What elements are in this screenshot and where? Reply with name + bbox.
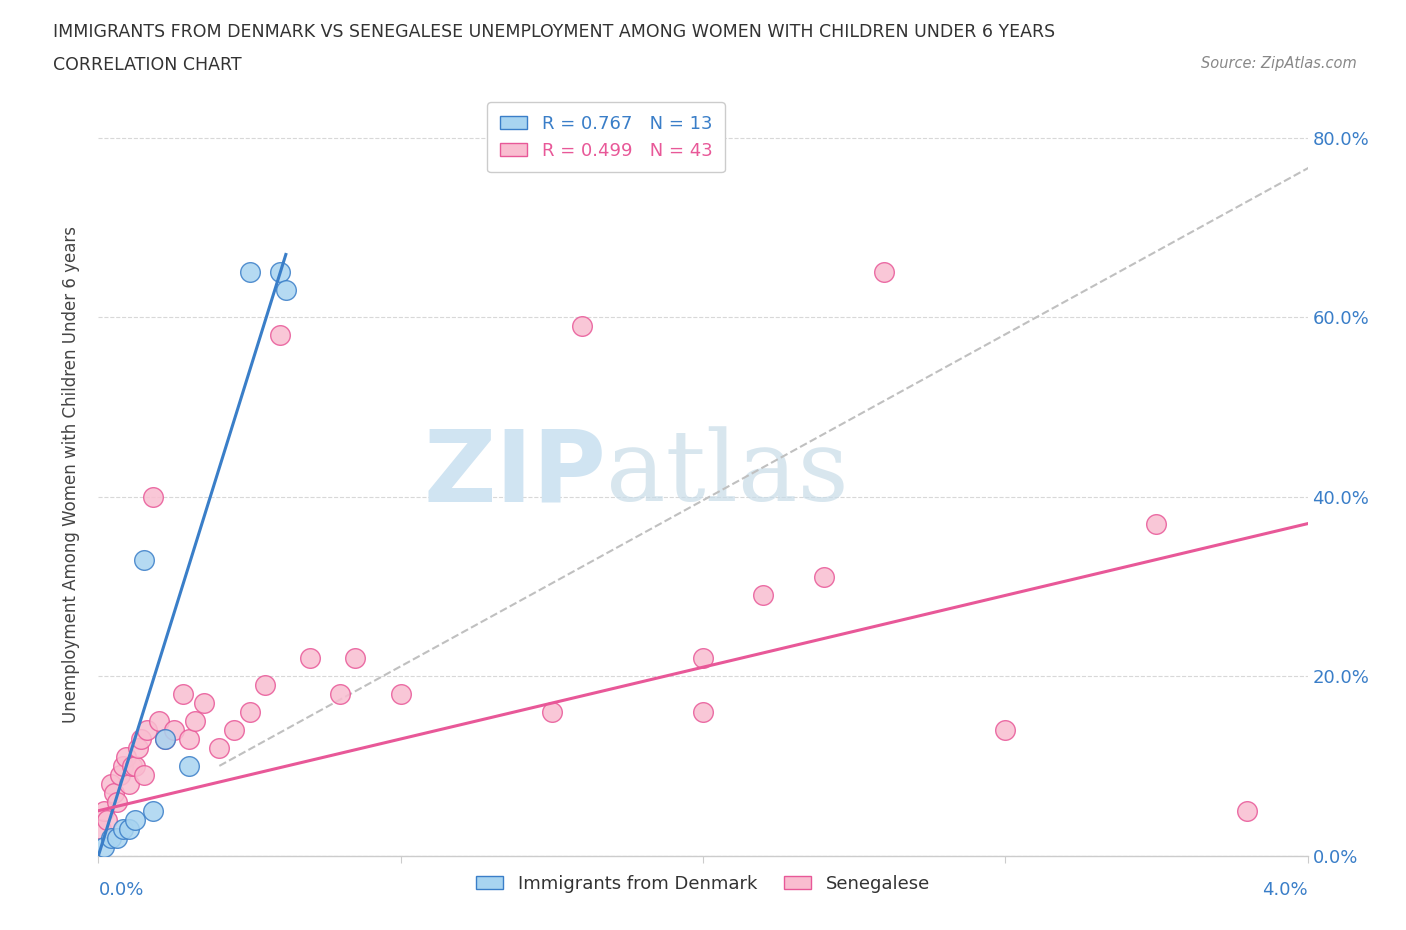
Point — [121, 759, 143, 774]
Point — [148, 713, 170, 728]
Point — [127, 740, 149, 755]
Point — [103, 785, 125, 800]
Point — [129, 732, 152, 747]
Point — [329, 686, 352, 701]
Point — [1236, 804, 1258, 818]
Point — [100, 830, 122, 845]
Point — [813, 570, 835, 585]
Point — [114, 750, 136, 764]
Point — [132, 767, 155, 782]
Point — [90, 821, 112, 836]
Text: ZIP: ZIP — [423, 426, 606, 523]
Text: CORRELATION CHART: CORRELATION CHART — [53, 56, 242, 73]
Point — [344, 651, 367, 666]
Point — [994, 723, 1017, 737]
Legend: Immigrants from Denmark, Senegalese: Immigrants from Denmark, Senegalese — [468, 868, 938, 900]
Point — [1146, 516, 1168, 531]
Point — [111, 759, 134, 774]
Point — [105, 830, 128, 845]
Text: IMMIGRANTS FROM DENMARK VS SENEGALESE UNEMPLOYMENT AMONG WOMEN WITH CHILDREN UND: IMMIGRANTS FROM DENMARK VS SENEGALESE UN… — [53, 23, 1056, 41]
Point — [208, 740, 231, 755]
Text: 4.0%: 4.0% — [1263, 881, 1308, 898]
Text: atlas: atlas — [606, 426, 849, 523]
Y-axis label: Unemployment Among Women with Children Under 6 years: Unemployment Among Women with Children U… — [62, 226, 80, 723]
Point — [193, 696, 215, 711]
Point — [93, 839, 115, 854]
Point — [692, 651, 714, 666]
Point — [274, 283, 297, 298]
Point — [253, 678, 276, 693]
Point — [93, 804, 115, 818]
Point — [132, 552, 155, 567]
Point — [239, 705, 262, 720]
Point — [124, 812, 146, 827]
Point — [571, 319, 593, 334]
Point — [692, 705, 714, 720]
Point — [752, 588, 775, 603]
Text: 0.0%: 0.0% — [98, 881, 143, 898]
Point — [389, 686, 412, 701]
Point — [108, 767, 131, 782]
Point — [179, 759, 201, 774]
Point — [179, 732, 201, 747]
Point — [124, 759, 146, 774]
Point — [163, 723, 186, 737]
Point — [172, 686, 194, 701]
Point — [96, 812, 118, 827]
Point — [224, 723, 246, 737]
Point — [269, 327, 291, 342]
Point — [153, 732, 176, 747]
Point — [111, 821, 134, 836]
Point — [269, 265, 291, 280]
Point — [184, 713, 207, 728]
Point — [142, 489, 165, 504]
Point — [153, 732, 176, 747]
Text: Source: ZipAtlas.com: Source: ZipAtlas.com — [1201, 56, 1357, 71]
Point — [540, 705, 562, 720]
Point — [873, 265, 896, 280]
Point — [100, 777, 122, 791]
Point — [105, 794, 128, 809]
Point — [142, 804, 165, 818]
Point — [299, 651, 322, 666]
Point — [118, 821, 141, 836]
Point — [239, 265, 262, 280]
Point — [118, 777, 141, 791]
Point — [135, 723, 157, 737]
